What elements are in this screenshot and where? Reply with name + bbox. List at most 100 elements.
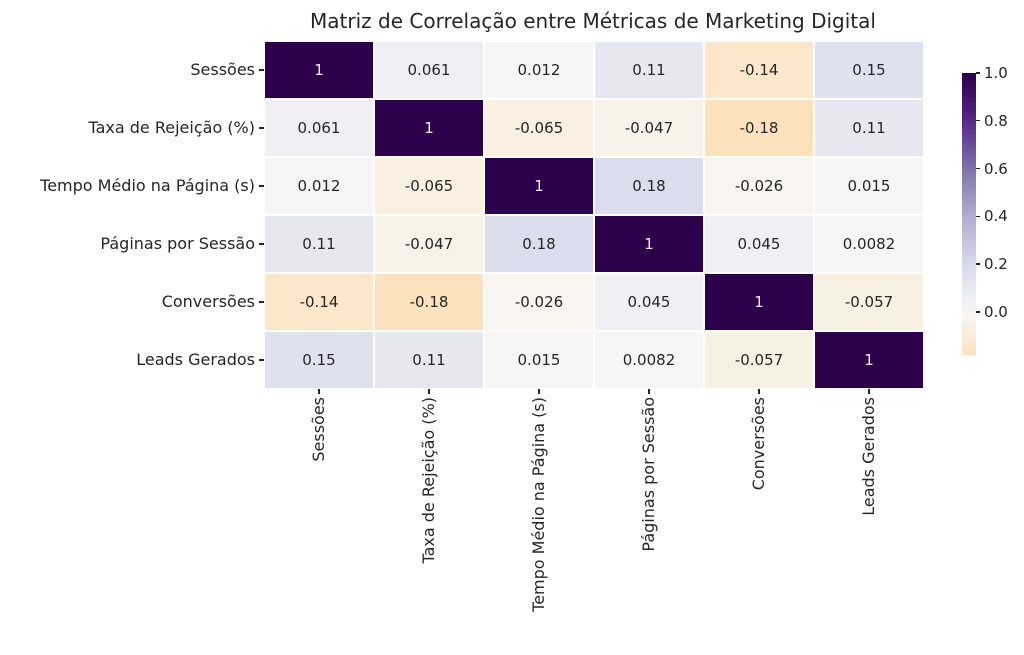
colorbar-tick-label: 0.2 [984, 255, 1008, 274]
cell-value: 1 [644, 234, 654, 253]
heatmap-cell: 0.0082 [815, 216, 923, 272]
cell-value: 0.015 [517, 350, 561, 369]
cell-value: -0.026 [514, 292, 564, 311]
cell-value: 0.045 [737, 234, 781, 253]
heatmap-cell: 1 [705, 274, 813, 330]
cell-value: 0.11 [632, 60, 666, 79]
heatmap-cell: -0.065 [485, 100, 593, 156]
cell-value: 1 [424, 118, 434, 137]
cell-value: 0.0082 [842, 234, 896, 253]
cell-value: -0.047 [404, 234, 454, 253]
y-tick-label: Taxa de Rejeição (%) [88, 118, 255, 137]
heatmap-cell: 0.11 [595, 42, 703, 98]
cell-value: -0.18 [409, 292, 449, 311]
heatmap-cell: 0.18 [485, 216, 593, 272]
y-axis-tick [259, 127, 264, 129]
x-axis-tick [758, 389, 760, 394]
cell-value: 0.15 [302, 350, 336, 369]
heatmap-cell: -0.14 [265, 274, 373, 330]
cell-value: -0.14 [739, 60, 779, 79]
heatmap-cell: 1 [485, 158, 593, 214]
heatmap-cell: -0.18 [375, 274, 483, 330]
colorbar-tick [976, 120, 980, 122]
y-axis-tick [259, 69, 264, 71]
colorbar-tick-label: 0.8 [984, 111, 1008, 130]
x-axis-tick [538, 389, 540, 394]
cell-value: 0.11 [412, 350, 446, 369]
heatmap-cell: 0.11 [375, 332, 483, 388]
heatmap-cell: 1 [595, 216, 703, 272]
cell-value: 0.012 [517, 60, 561, 79]
heatmap-cell: 0.015 [815, 158, 923, 214]
heatmap-cell: -0.14 [705, 42, 813, 98]
cell-value: -0.065 [514, 118, 564, 137]
cell-value: 1 [534, 176, 544, 195]
colorbar-tick [976, 311, 980, 313]
heatmap-cell: -0.047 [375, 216, 483, 272]
cell-value: -0.026 [734, 176, 784, 195]
heatmap-cell: 0.0082 [595, 332, 703, 388]
heatmap-cell: -0.057 [705, 332, 813, 388]
heatmap-cell: 0.012 [485, 42, 593, 98]
colorbar-tick-label: 0.6 [984, 159, 1008, 178]
y-tick-label: Sessões [190, 60, 255, 79]
y-axis-tick [259, 185, 264, 187]
colorbar-tick-label: 0.0 [984, 302, 1008, 321]
heatmap-cell: 0.15 [265, 332, 373, 388]
x-axis-tick [318, 389, 320, 394]
heatmap-cell: 1 [815, 332, 923, 388]
colorbar-tick [976, 72, 980, 74]
cell-value: -0.14 [299, 292, 339, 311]
heatmap-cell: -0.026 [485, 274, 593, 330]
cell-value: 0.061 [407, 60, 451, 79]
colorbar-tick [976, 263, 980, 265]
x-axis-tick [428, 389, 430, 394]
colorbar-tick-label: 0.4 [984, 207, 1008, 226]
cell-value: 0.0082 [622, 350, 676, 369]
chart-title: Matriz de Correlação entre Métricas de M… [310, 9, 876, 33]
cell-value: -0.057 [734, 350, 784, 369]
x-axis-tick [648, 389, 650, 394]
cell-value: 0.015 [847, 176, 891, 195]
x-tick-label-text: Sessões [309, 397, 328, 462]
heatmap-cell: 0.11 [815, 100, 923, 156]
y-axis-tick [259, 243, 264, 245]
cell-value: 0.012 [297, 176, 341, 195]
heatmap-cell: 0.015 [485, 332, 593, 388]
x-tick-label-text: Taxa de Rejeição (%) [419, 397, 438, 564]
x-tick-label-text: Leads Gerados [859, 397, 878, 516]
heatmap-cell: -0.065 [375, 158, 483, 214]
cell-value: 1 [314, 60, 324, 79]
heatmap-cell: 0.045 [705, 216, 813, 272]
heatmap-cell: 0.061 [375, 42, 483, 98]
colorbar-tick [976, 167, 980, 170]
cell-value: 1 [754, 292, 764, 311]
y-tick-label: Páginas por Sessão [100, 234, 255, 253]
heatmap-cell: -0.18 [705, 100, 813, 156]
colorbar-gradient [962, 73, 976, 355]
heatmap-cell: 1 [375, 100, 483, 156]
cell-value: 0.18 [632, 176, 666, 195]
y-tick-label: Leads Gerados [136, 350, 255, 369]
heatmap-cell: 0.15 [815, 42, 923, 98]
y-axis-tick [259, 301, 264, 303]
heatmap-cell: -0.026 [705, 158, 813, 214]
x-axis-tick [868, 389, 870, 394]
y-tick-label: Conversões [161, 292, 255, 311]
heatmap-cell: 0.012 [265, 158, 373, 214]
heatmap-cell: 0.11 [265, 216, 373, 272]
cell-value: 0.061 [297, 118, 341, 137]
cell-value: 1 [864, 350, 874, 369]
heatmap-cell: 1 [265, 42, 373, 98]
heatmap-grid: 1 0.061 0.012 0.11 -0.14 0.15 0.061 1 -0.065 -0.0… [265, 42, 923, 388]
colorbar-tick [976, 215, 980, 218]
colorbar-tick-label: 1.0 [984, 64, 1008, 82]
heatmap-cell: -0.057 [815, 274, 923, 330]
x-tick-label-text: Tempo Médio na Página (s) [529, 397, 548, 612]
cell-value: 0.15 [852, 60, 886, 79]
cell-value: -0.047 [624, 118, 674, 137]
heatmap-cell: 0.045 [595, 274, 703, 330]
heatmap-cell: 0.061 [265, 100, 373, 156]
x-tick-label-text: Conversões [749, 397, 768, 491]
